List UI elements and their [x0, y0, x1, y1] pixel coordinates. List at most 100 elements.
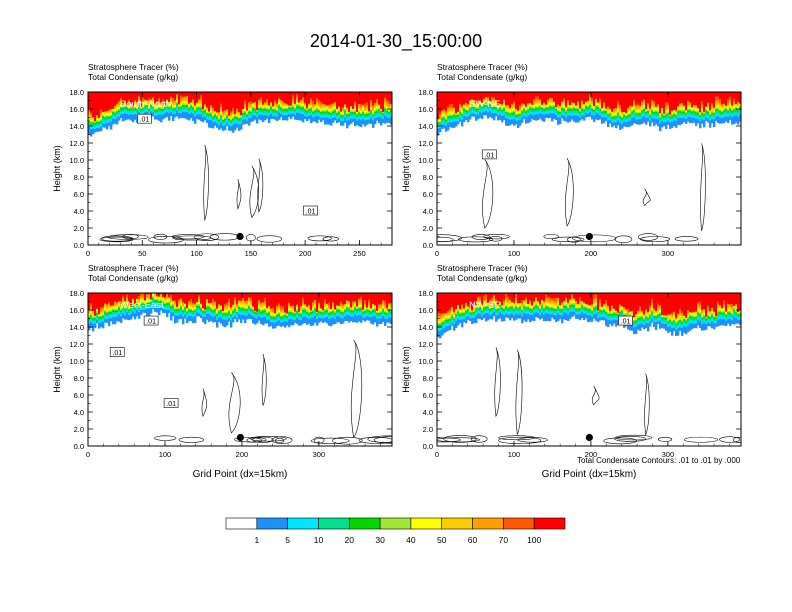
tracer-cell — [224, 293, 227, 304]
y-tick-label: 12.0 — [69, 340, 84, 349]
tracer-cell — [739, 92, 741, 104]
tracer-cell — [192, 293, 195, 303]
tracer-cell — [330, 92, 333, 104]
tracer-cell — [671, 92, 674, 111]
tracer-cell — [384, 92, 387, 98]
tracer-cell — [180, 92, 183, 96]
tracer-cell — [320, 293, 323, 309]
contour-label-box — [303, 205, 318, 216]
tracer-cell — [715, 92, 718, 97]
tracer-cell — [276, 293, 279, 306]
tracer-cell — [312, 293, 315, 302]
tracer-cell — [581, 92, 584, 101]
condensate-contour — [564, 158, 574, 227]
tracer-cell — [340, 293, 343, 302]
y-tick-label: 8.0 — [423, 173, 433, 182]
tracer-cell — [112, 293, 115, 306]
y-tick-label: 14.0 — [69, 122, 84, 131]
tracer-cell — [228, 293, 231, 299]
tracer-cell — [543, 92, 546, 103]
tracer-cell — [146, 92, 149, 101]
tracer-cell — [453, 293, 456, 312]
condensate-contour — [250, 435, 287, 442]
tracer-cell — [294, 92, 297, 104]
condensate-contour — [437, 236, 454, 243]
tracer-cell — [310, 92, 313, 99]
tracer-cell — [348, 293, 351, 301]
tracer-cell — [553, 92, 556, 102]
tracer-cell — [302, 293, 305, 298]
tracer-cell — [100, 92, 103, 110]
condensate-contour — [614, 235, 633, 244]
condensate-contour — [148, 236, 184, 244]
tracer-cell — [370, 92, 373, 100]
tracer-cell — [332, 293, 335, 302]
tracer-cell — [390, 293, 392, 303]
tracer-cell — [439, 293, 442, 314]
tracer-cell — [208, 293, 211, 304]
tracer-cell — [300, 293, 303, 306]
tracer-cell — [521, 92, 524, 104]
tracer-cell — [316, 293, 319, 312]
tracer-cell — [531, 92, 534, 105]
tracer-cell — [174, 293, 177, 301]
y-tick-label: 6.0 — [423, 190, 433, 199]
tracer-cell — [447, 92, 450, 107]
tracer-cell — [210, 293, 213, 303]
tracer-cell — [322, 293, 325, 311]
tracer-cell — [120, 293, 123, 305]
tracer-cell — [202, 92, 205, 110]
tracer-cell — [635, 92, 638, 105]
tracer-cell — [172, 293, 175, 301]
condensate-contour — [572, 234, 617, 243]
tracer-cell — [637, 92, 640, 104]
tracer-cell — [258, 293, 261, 300]
tracer-cell — [106, 92, 109, 112]
tracer-cell — [210, 92, 213, 106]
tracer-cell — [374, 92, 377, 103]
tracer-cell — [316, 92, 319, 98]
condensate-contour — [274, 438, 285, 444]
tracer-cell — [298, 293, 301, 312]
tracer-cell — [230, 92, 233, 112]
tracer-cell — [194, 92, 197, 105]
tracer-cell — [519, 92, 522, 106]
y-tick-label: 6.0 — [74, 391, 84, 400]
tracer-cell — [503, 92, 506, 100]
tracer-field — [88, 293, 392, 446]
tracer-cell — [631, 92, 634, 107]
tracer-cell — [124, 92, 127, 101]
tracer-cell — [140, 293, 143, 296]
y-axis-label: Height (km) — [52, 145, 62, 192]
tracer-cell — [246, 92, 249, 111]
condensate-contour — [307, 235, 332, 242]
tracer-cell — [461, 92, 464, 107]
tracer-cell — [206, 293, 209, 300]
tracer-cell — [164, 92, 167, 105]
condensate-contour — [367, 435, 392, 443]
tracer-cell — [523, 92, 526, 105]
tracer-cell — [527, 92, 530, 104]
tracer-cell — [108, 293, 111, 302]
tracer-cell — [314, 92, 317, 105]
tracer-cell — [463, 92, 466, 105]
tracer-cell — [354, 92, 357, 102]
tracer-cell — [459, 92, 462, 104]
tracer-cell — [561, 92, 564, 102]
y-tick-label: 8.0 — [74, 374, 84, 383]
tracer-cell — [224, 92, 227, 111]
tracer-cell — [140, 293, 143, 299]
condensate-contour — [228, 372, 241, 434]
tracer-cell — [471, 92, 474, 100]
tracer-cell — [116, 92, 119, 104]
tracer-cell — [627, 92, 630, 108]
tracer-cell — [643, 92, 646, 100]
panel-title-line-2: Total Condensate (g/kg) — [88, 72, 178, 82]
tracer-cell — [469, 92, 472, 100]
tracer-cell — [230, 293, 233, 308]
tracer-cell — [154, 293, 157, 295]
tracer-cell — [451, 92, 454, 105]
tracer-cell — [376, 92, 379, 99]
tracer-cell — [330, 293, 333, 310]
x-tick-label: 250 — [353, 249, 366, 258]
